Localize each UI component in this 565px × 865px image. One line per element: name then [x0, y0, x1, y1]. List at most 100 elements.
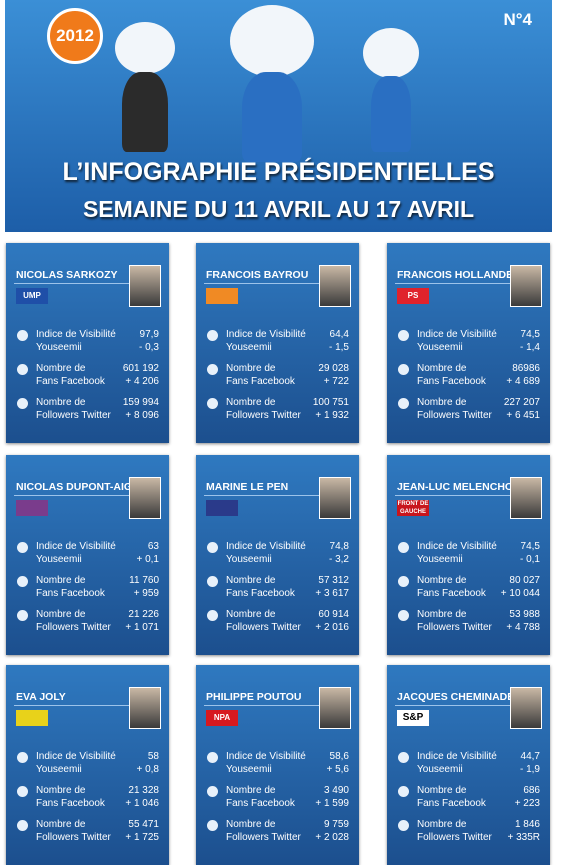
label-line: Indice de Visibilité — [226, 541, 306, 552]
twitter-icon — [398, 820, 409, 831]
twitter-label: Nombre de Followers Twitter — [36, 396, 111, 422]
mascot — [122, 72, 168, 152]
change: + 959 — [133, 588, 159, 599]
party-logo — [206, 288, 238, 304]
value: 55 471 — [128, 819, 159, 830]
label-line: Followers Twitter — [417, 832, 492, 843]
candidate-name: NICOLAS SARKOZY — [16, 269, 118, 281]
facebook-label: Nombre de Fans Facebook — [417, 784, 486, 810]
label-line: Nombre de — [36, 397, 86, 408]
change: + 0,1 — [136, 554, 159, 565]
label-line: Youseemii — [417, 554, 463, 565]
candidate-photo — [129, 477, 161, 519]
change: + 10 044 — [500, 588, 540, 599]
label-line: Nombre de — [36, 785, 86, 796]
visibility-icon — [398, 752, 409, 763]
visibility-value: 97,9 - 0,3 — [139, 328, 159, 354]
candidate-card: JEAN-LUC MELENCHON FRONT DE GAUCHE Indice … — [387, 455, 550, 655]
label-line: Indice de Visibilité — [226, 329, 306, 340]
separator — [14, 705, 134, 706]
value: 80 027 — [509, 575, 540, 586]
label-line: Nombre de — [36, 363, 86, 374]
label-line: Followers Twitter — [36, 410, 111, 421]
label-line: Nombre de — [226, 785, 276, 796]
change: - 1,5 — [328, 342, 349, 353]
value: 21 328 — [128, 785, 159, 796]
twitter-icon — [207, 398, 218, 409]
facebook-label: Nombre de Fans Facebook — [36, 362, 105, 388]
change: - 3,2 — [328, 554, 349, 565]
change: + 3 617 — [315, 588, 349, 599]
facebook-label: Nombre de Fans Facebook — [417, 362, 486, 388]
label-line: Followers Twitter — [36, 832, 111, 843]
change: + 6 451 — [506, 410, 540, 421]
value: 97,9 — [139, 329, 159, 340]
value: 227 207 — [503, 397, 540, 408]
value: 100 751 — [312, 397, 349, 408]
candidate-name: MARINE LE PEN — [206, 481, 289, 493]
candidate-photo — [319, 265, 351, 307]
change: + 223 — [514, 798, 540, 809]
label-line: Indice de Visibilité — [36, 751, 116, 762]
twitter-value: 21 226 + 1 071 — [125, 608, 159, 634]
twitter-value: 55 471 + 1 725 — [125, 818, 159, 844]
label-line: Indice de Visibilité — [226, 751, 306, 762]
change: - 1,9 — [519, 764, 540, 775]
twitter-icon — [398, 610, 409, 621]
separator — [14, 283, 134, 284]
change: + 8 096 — [125, 410, 159, 421]
twitter-icon — [17, 820, 28, 831]
facebook-icon — [17, 364, 28, 375]
candidate-name: JACQUES CHEMINADE — [397, 691, 515, 703]
label-line: Nombre de — [226, 363, 276, 374]
label-line: Nombre de — [36, 819, 86, 830]
value: 21 226 — [128, 609, 159, 620]
facebook-value: 3 490 + 1 599 — [315, 784, 349, 810]
visibility-value: 58,6 + 5,6 — [326, 750, 349, 776]
visibility-label: Indice de Visibilité Youseemii — [36, 540, 116, 566]
facebook-icon — [17, 786, 28, 797]
candidate-photo — [129, 687, 161, 729]
facebook-value: 686 + 223 — [515, 784, 540, 810]
separator — [395, 705, 515, 706]
candidate-photo — [510, 265, 542, 307]
candidate-card: MARINE LE PEN Indice de Visibilité Youseem… — [196, 455, 359, 655]
facebook-label: Nombre de Fans Facebook — [226, 784, 295, 810]
label-line: Youseemii — [36, 342, 82, 353]
facebook-icon — [207, 786, 218, 797]
facebook-icon — [398, 786, 409, 797]
value: 74,5 — [520, 329, 540, 340]
twitter-label: Nombre de Followers Twitter — [417, 818, 492, 844]
change: + 0,8 — [136, 764, 159, 775]
value: 601 192 — [122, 363, 159, 374]
label-line: Fans Facebook — [417, 588, 486, 599]
issue-number: N°4 — [503, 10, 532, 29]
change: + 5,6 — [326, 764, 349, 775]
twitter-label: Nombre de Followers Twitter — [417, 608, 492, 634]
label-line: Fans Facebook — [36, 376, 105, 387]
label-line: Nombre de — [226, 609, 276, 620]
candidate-name: FRANCOIS BAYROU — [206, 269, 309, 281]
twitter-label: Nombre de Followers Twitter — [226, 608, 301, 634]
party-logo — [16, 500, 48, 516]
visibility-value: 58 + 0,8 — [136, 750, 159, 776]
label-line: Nombre de — [417, 819, 467, 830]
party-logo — [16, 710, 48, 726]
candidate-name: EVA JOLY — [16, 691, 66, 703]
party-logo: FRONT DE GAUCHE — [397, 500, 429, 516]
visibility-icon — [207, 330, 218, 341]
visibility-label: Indice de Visibilité Youseemii — [417, 328, 497, 354]
label-line: Nombre de — [226, 575, 276, 586]
separator — [395, 283, 515, 284]
visibility-label: Indice de Visibilité Youseemii — [226, 540, 306, 566]
value: 11 760 — [129, 575, 159, 586]
label-line: Fans Facebook — [226, 588, 295, 599]
label-line: Nombre de — [36, 609, 86, 620]
facebook-label: Nombre de Fans Facebook — [417, 574, 486, 600]
label-line: Fans Facebook — [417, 376, 486, 387]
mascot — [242, 72, 302, 162]
value: 53 988 — [509, 609, 540, 620]
change: + 1 725 — [125, 832, 159, 843]
value: 64,4 — [329, 329, 349, 340]
